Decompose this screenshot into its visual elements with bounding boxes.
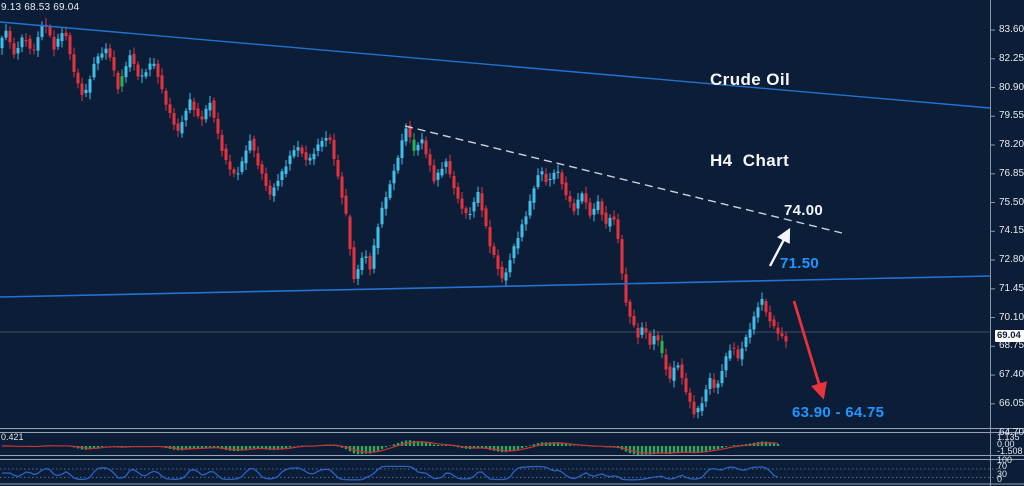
annotation-target-zone[interactable]: 63.90 - 64.75	[792, 404, 885, 421]
annotation-resistance-price[interactable]: 74.00	[784, 202, 824, 219]
price-axis-label: 70.10	[999, 311, 1024, 323]
oscillator-axis-label: 0	[997, 474, 1003, 484]
price-axis-label: 74.15	[999, 225, 1024, 237]
annotation-support-price[interactable]: 71.50	[780, 255, 820, 272]
price-axis-label: 76.85	[999, 167, 1024, 179]
red-down-arrow[interactable]	[792, 300, 827, 400]
annotation-arrows[interactable]	[768, 227, 827, 400]
price-axis-label: 78.20	[999, 139, 1024, 151]
oscillator-axis-label: 30	[997, 469, 1008, 479]
macd-axis-label: -1.508	[997, 446, 1023, 456]
chart-title: Crude Oil H4 Chart	[710, 12, 790, 228]
price-axis-label: 64.70	[999, 426, 1024, 438]
macd-axis-label: 0.00	[997, 439, 1015, 449]
ohlc-readout: 9.13 68.53 69.04	[1, 2, 80, 13]
price-axis-label: 79.55	[999, 110, 1024, 122]
price-axis-label: 72.80	[999, 254, 1024, 266]
lower-support-trendline[interactable]	[0, 275, 991, 298]
current-price-tag: 69.04	[995, 329, 1024, 342]
price-axis-label: 66.05	[999, 397, 1024, 409]
price-axis-label: 67.40	[999, 369, 1024, 381]
trendlines-layer[interactable]	[0, 21, 991, 298]
dashed-trendline[interactable]	[404, 125, 843, 234]
white-up-arrow[interactable]	[768, 227, 791, 267]
upper-resistance-trendline[interactable]	[0, 21, 991, 109]
price-axis-label: 71.45	[999, 282, 1024, 294]
current-price-value: 69.04	[997, 329, 1021, 341]
chart-title-symbol: Crude Oil	[710, 70, 791, 89]
indicator-panels	[0, 440, 1002, 481]
oscillator-axis-label: 100	[997, 455, 1013, 465]
price-axis-label: 80.90	[999, 81, 1024, 93]
candlestick-series	[0, 18, 788, 419]
price-axis-label: 82.25	[999, 52, 1024, 64]
macd-axis-label: 1.135	[997, 432, 1020, 442]
oscillator-axis-label: 70	[997, 461, 1008, 471]
price-axis-label: 68.75	[999, 340, 1024, 352]
macd-value-readout: 0.421	[1, 432, 24, 442]
chart-title-timeframe: H4 Chart	[710, 151, 790, 170]
price-axis-label: 83.60	[999, 24, 1024, 35]
price-axis-label: 75.50	[999, 196, 1024, 208]
